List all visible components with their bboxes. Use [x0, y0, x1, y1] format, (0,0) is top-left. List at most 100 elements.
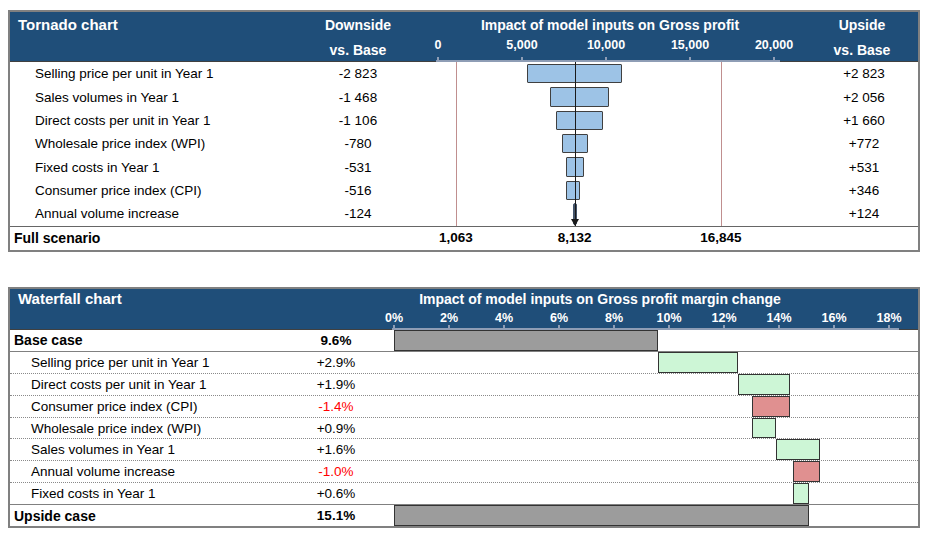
waterfall-axis-tick-label: 18% — [876, 311, 901, 325]
waterfall-bar-increase — [776, 439, 820, 460]
waterfall-bar-total — [394, 330, 658, 351]
tornado-row: Wholesale price index (WPI)-780+772 — [10, 132, 918, 155]
tornado-axis-tick-label: 0 — [435, 38, 442, 52]
waterfall-row-value: +1.6% — [282, 442, 390, 457]
tornado-downside-value: -780 — [302, 136, 414, 151]
base-case-line — [575, 62, 577, 226]
tornado-axis-tick-label: 15,000 — [671, 38, 709, 52]
tornado-downside-value: -124 — [302, 206, 414, 221]
waterfall-axis-tick-label: 4% — [495, 311, 513, 325]
waterfall-bar-track — [390, 418, 922, 439]
tornado-downside-value: -1 106 — [302, 113, 414, 128]
waterfall-bar-track — [390, 396, 922, 417]
waterfall-row: Direct costs per unit in Year 1+1.9% — [10, 374, 918, 396]
full-scenario-low-value: 1,063 — [439, 230, 473, 245]
tornado-header-band: Tornado chart Downside vs. Base Impact o… — [10, 12, 918, 62]
waterfall-axis-tick-label: 16% — [821, 311, 846, 325]
waterfall-row-label: Sales volumes in Year 1 — [10, 442, 282, 457]
waterfall-axis-tick-label: 2% — [440, 311, 458, 325]
waterfall-bar-total — [394, 505, 809, 526]
tornado-panel-title: Tornado chart — [10, 12, 302, 37]
tornado-bar-track — [414, 179, 806, 202]
waterfall-bar-track — [390, 374, 922, 395]
tornado-row-label: Fixed costs in Year 1 — [10, 160, 302, 175]
full-scenario-base-value: 8,132 — [558, 230, 592, 245]
waterfall-row-value: -1.4% — [282, 399, 390, 414]
waterfall-bar-decrease — [793, 461, 821, 482]
waterfall-row-label: Fixed costs in Year 1 — [10, 486, 282, 501]
waterfall-bar-track — [390, 330, 922, 351]
waterfall-header-band: Waterfall chart Impact of model inputs o… — [10, 289, 918, 330]
waterfall-row: Base case9.6% — [10, 330, 918, 352]
tornado-downside-value: -1 468 — [302, 90, 414, 105]
tornado-row: Fixed costs in Year 1-531+531 — [10, 155, 918, 178]
tornado-bar-track — [414, 155, 806, 178]
tornado-bar-track — [414, 202, 806, 225]
waterfall-row-label: Upside case — [10, 508, 282, 524]
tornado-axis-tick-label: 10,000 — [587, 38, 625, 52]
tornado-bar — [566, 181, 580, 200]
full-scenario-label: Full scenario — [10, 230, 100, 246]
waterfall-bar-increase — [752, 418, 777, 439]
tornado-plot-body: Selling price per unit in Year 1-2 823+2… — [10, 62, 918, 226]
waterfall-row-value: +0.6% — [282, 486, 390, 501]
waterfall-bar-track — [390, 483, 922, 504]
waterfall-row-value: +0.9% — [282, 421, 390, 436]
waterfall-plot-body: Base case9.6%Selling price per unit in Y… — [10, 330, 918, 526]
tornado-bar — [556, 111, 602, 130]
tornado-row: Sales volumes in Year 1-1 468+2 056 — [10, 85, 918, 108]
tornado-downside-vsbase: vs. Base — [302, 37, 414, 62]
waterfall-row: Consumer price index (CPI)-1.4% — [10, 396, 918, 418]
waterfall-panel-title: Waterfall chart — [10, 289, 282, 308]
tornado-chart-title: Impact of model inputs on Gross profit — [414, 12, 806, 37]
tornado-row: Direct costs per unit in Year 1-1 106+1 … — [10, 109, 918, 132]
waterfall-row-label: Selling price per unit in Year 1 — [10, 355, 282, 370]
tornado-row-label: Consumer price index (CPI) — [10, 183, 302, 198]
waterfall-row-label: Base case — [10, 332, 282, 348]
tornado-upside-value: +2 823 — [806, 66, 922, 81]
tornado-downside-value: -531 — [302, 160, 414, 175]
tornado-bar-track — [414, 62, 806, 85]
waterfall-row-label: Direct costs per unit in Year 1 — [10, 377, 282, 392]
waterfall-axis-tick-label: 12% — [711, 311, 736, 325]
tornado-row: Consumer price index (CPI)-516+346 — [10, 179, 918, 202]
waterfall-row-label: Annual volume increase — [10, 464, 282, 479]
waterfall-bar-track — [390, 439, 922, 460]
waterfall-row-value: 15.1% — [282, 508, 390, 523]
tornado-axis: 0 5,000 10,000 15,000 20,000 — [414, 37, 806, 62]
tornado-upside-value: +346 — [806, 183, 922, 198]
waterfall-row: Annual volume increase-1.0% — [10, 461, 918, 483]
tornado-row-label: Wholesale price index (WPI) — [10, 136, 302, 151]
tornado-upside-vsbase: vs. Base — [806, 37, 918, 62]
tornado-upside-value: +124 — [806, 206, 922, 221]
waterfall-row: Sales volumes in Year 1+1.6% — [10, 439, 918, 461]
waterfall-row: Selling price per unit in Year 1+2.9% — [10, 352, 918, 374]
waterfall-axis-tick-label: 10% — [656, 311, 681, 325]
tornado-bar — [550, 87, 609, 106]
waterfall-row-value: +1.9% — [282, 377, 390, 392]
tornado-row: Annual volume increase-124+124 — [10, 202, 918, 225]
tornado-axis-tick-label: 5,000 — [506, 38, 537, 52]
tornado-chart-panel: Tornado chart Downside vs. Base Impact o… — [8, 10, 920, 252]
waterfall-bar-decrease — [752, 396, 791, 417]
tornado-downside-header: Downside — [302, 12, 414, 37]
waterfall-bar-increase — [658, 352, 738, 373]
tornado-upside-value: +1 660 — [806, 113, 922, 128]
tornado-row-label: Direct costs per unit in Year 1 — [10, 113, 302, 128]
waterfall-axis: 0%2%4%6%8%10%12%14%16%18% — [390, 308, 918, 330]
base-line-arrow-icon — [571, 219, 579, 226]
waterfall-bar-increase — [738, 374, 790, 395]
waterfall-row-label: Wholesale price index (WPI) — [10, 421, 282, 436]
waterfall-chart-title: Impact of model inputs on Gross profit m… — [282, 289, 918, 308]
waterfall-row-label: Consumer price index (CPI) — [10, 399, 282, 414]
tornado-axis-tick-label: 20,000 — [755, 38, 793, 52]
waterfall-row: Fixed costs in Year 1+0.6% — [10, 483, 918, 505]
waterfall-axis-tick-label: 14% — [766, 311, 791, 325]
report-sheet: Tornado chart Downside vs. Base Impact o… — [0, 0, 931, 533]
waterfall-row-value: -1.0% — [282, 464, 390, 479]
tornado-downside-value: -2 823 — [302, 66, 414, 81]
tornado-upside-value: +2 056 — [806, 90, 922, 105]
waterfall-bar-track — [390, 461, 922, 482]
waterfall-axis-tick-label: 0% — [385, 311, 403, 325]
tornado-row-label: Annual volume increase — [10, 206, 302, 221]
